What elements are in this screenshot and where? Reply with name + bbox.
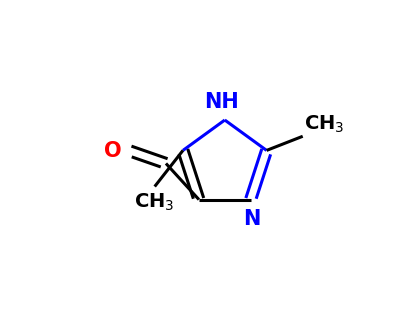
Text: O: O — [104, 141, 122, 161]
Text: NH: NH — [204, 92, 239, 112]
Text: CH$_3$: CH$_3$ — [304, 113, 345, 135]
Text: N: N — [244, 209, 261, 229]
Text: CH$_3$: CH$_3$ — [134, 191, 175, 213]
